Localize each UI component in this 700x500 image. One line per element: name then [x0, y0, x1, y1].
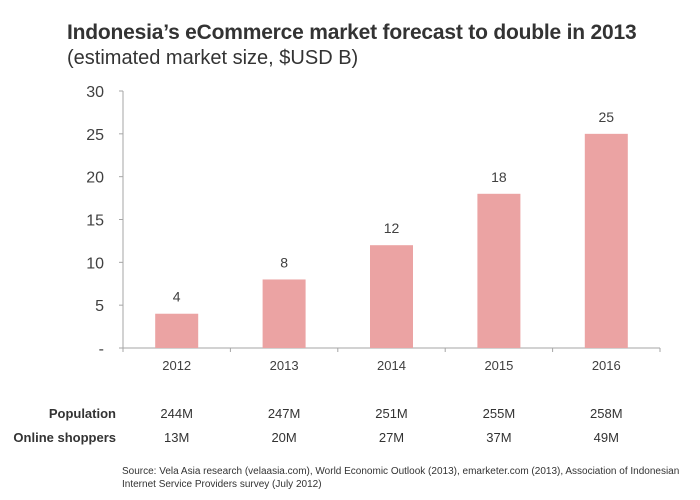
- online-shoppers-value: 20M: [271, 430, 297, 445]
- population-value: 244M: [160, 406, 193, 421]
- population-value: 258M: [590, 406, 623, 421]
- y-tick-label: 25: [86, 127, 104, 144]
- y-tick-label: 15: [86, 213, 104, 230]
- online-shoppers-value: 13M: [164, 430, 190, 445]
- y-axis: - 5 10 15 20 25 30: [86, 84, 124, 358]
- bar: [155, 313, 199, 348]
- online-shoppers-value: 27M: [378, 430, 405, 445]
- population-label: Population: [48, 406, 116, 421]
- y-tick-label: -: [99, 341, 104, 358]
- population-value: 251M: [375, 406, 408, 421]
- population-value: 247M: [267, 406, 301, 421]
- bar-value-label: 25: [599, 109, 615, 125]
- chart-subtitle: (estimated market size, $USD B): [67, 47, 359, 69]
- y-tick-label: 30: [86, 84, 104, 101]
- y-tick-label: 5: [95, 298, 104, 315]
- online-shoppers-value: 49M: [593, 430, 619, 445]
- bar: [584, 133, 628, 348]
- online-shoppers-value: 37M: [486, 430, 512, 445]
- x-tick-label: 2016: [592, 358, 621, 373]
- source-note: Source: Vela Asia research (velaasia.com…: [122, 466, 680, 490]
- bars: 4 8 12 18 25: [155, 109, 628, 348]
- bar-value-label: 12: [384, 220, 400, 236]
- x-tick-label: 2014: [377, 358, 406, 373]
- population-value: 255M: [482, 406, 516, 421]
- bar: [262, 279, 306, 348]
- bar-value-label: 18: [491, 169, 507, 185]
- online-shoppers-label: Online shoppers: [13, 430, 116, 445]
- x-tick-label: 2015: [484, 358, 513, 373]
- x-axis: 2012 2013 2014 2015 2016: [122, 347, 661, 373]
- bar: [477, 193, 521, 348]
- x-tick-label: 2013: [270, 358, 299, 373]
- chart-title: Indonesia’s eCommerce market forecast to…: [67, 21, 637, 44]
- bar-value-label: 8: [280, 254, 288, 270]
- x-tick-label: 2012: [162, 358, 191, 373]
- y-tick-label: 10: [86, 255, 104, 272]
- bar-value-label: 4: [173, 289, 181, 305]
- bar: [370, 245, 413, 348]
- y-tick-label: 20: [86, 170, 104, 187]
